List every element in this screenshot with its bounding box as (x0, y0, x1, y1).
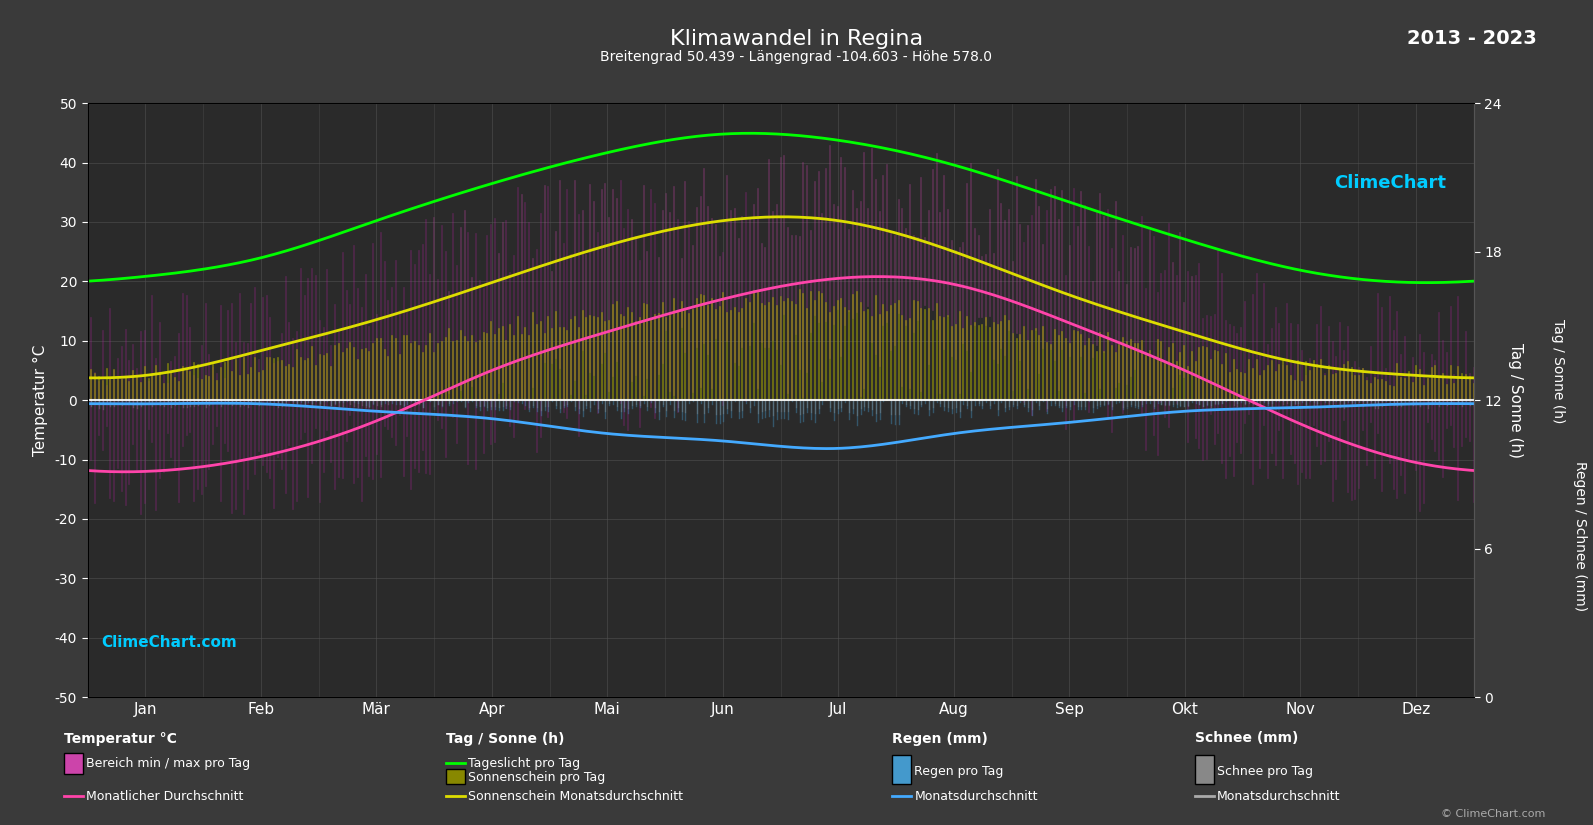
Text: Sonnenschein Monatsdurchschnitt: Sonnenschein Monatsdurchschnitt (468, 790, 683, 803)
Text: Monatlicher Durchschnitt: Monatlicher Durchschnitt (86, 790, 244, 803)
Text: Breitengrad 50.439 - Längengrad -104.603 - Höhe 578.0: Breitengrad 50.439 - Längengrad -104.603… (601, 50, 992, 64)
Text: Regen (mm): Regen (mm) (892, 732, 988, 746)
Text: ClimeChart: ClimeChart (1333, 174, 1446, 192)
Text: Bereich min / max pro Tag: Bereich min / max pro Tag (86, 757, 250, 770)
Y-axis label: Tag / Sonne (h): Tag / Sonne (h) (1507, 342, 1523, 458)
Text: Temperatur °C: Temperatur °C (64, 732, 177, 746)
Text: 2013 - 2023: 2013 - 2023 (1408, 29, 1537, 48)
Text: Schnee pro Tag: Schnee pro Tag (1217, 765, 1313, 778)
Text: Regen / Schnee (mm): Regen / Schnee (mm) (1574, 461, 1587, 611)
Text: ClimeChart.com: ClimeChart.com (102, 634, 237, 649)
Text: Klimawandel in Regina: Klimawandel in Regina (671, 29, 922, 49)
Text: Tageslicht pro Tag: Tageslicht pro Tag (468, 757, 580, 770)
Text: Schnee (mm): Schnee (mm) (1195, 732, 1298, 746)
Text: Tag / Sonne (h): Tag / Sonne (h) (446, 732, 564, 746)
Text: Regen pro Tag: Regen pro Tag (914, 765, 1004, 778)
Y-axis label: Temperatur °C: Temperatur °C (33, 345, 48, 455)
Text: Tag / Sonne (h): Tag / Sonne (h) (1552, 319, 1564, 423)
Text: © ClimeChart.com: © ClimeChart.com (1440, 808, 1545, 818)
Text: Monatsdurchschnitt: Monatsdurchschnitt (914, 790, 1039, 803)
Text: Monatsdurchschnitt: Monatsdurchschnitt (1217, 790, 1341, 803)
Text: Sonnenschein pro Tag: Sonnenschein pro Tag (468, 771, 605, 784)
